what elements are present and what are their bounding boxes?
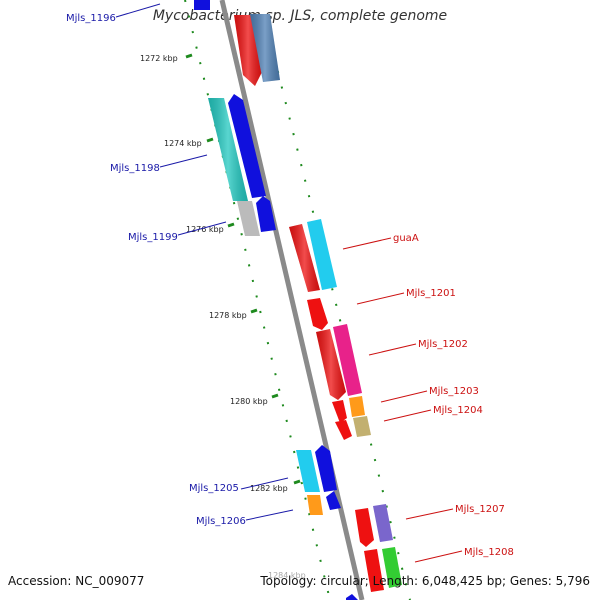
gene-arrow-1203-orange[interactable] [349, 396, 365, 417]
kbp-label-1276: 1276 kbp [186, 225, 224, 234]
gene-label-mjls-1203[interactable]: Mjls_1203 [429, 386, 479, 397]
gene-arrow-1196[interactable] [194, 0, 210, 10]
kbp-label-1278: 1278 kbp [209, 311, 247, 320]
gene-arrow-1207-red[interactable] [355, 508, 374, 547]
gene-arrow-1205-blue[interactable] [315, 445, 337, 492]
gene-arrow-bottom-blue[interactable] [346, 594, 358, 600]
topology-text: Topology: circular; Length: 6,048,425 bp… [260, 574, 590, 588]
genome-backbone [219, 0, 365, 600]
gene-arrow-guaA-cyan[interactable] [307, 219, 337, 290]
gene-label-mjls-1207[interactable]: Mjls_1207 [455, 504, 505, 515]
scale-track-right [269, 39, 411, 600]
gene-arrow-1198-teal[interactable] [208, 98, 248, 201]
gene-arrow-1204-red[interactable] [335, 420, 352, 440]
gene-arrow-guaA-red[interactable] [289, 224, 320, 292]
gene-arrow-1203-red[interactable] [332, 400, 347, 423]
gene-label-mjls-1199[interactable]: Mjls_1199 [128, 232, 178, 243]
gene-arrow-1205-cyan[interactable] [296, 450, 320, 492]
gene-label-mjls-1201[interactable]: Mjls_1201 [406, 288, 456, 299]
kbp-label-1284: 1284 kbp [268, 571, 306, 580]
gene-label-guaa[interactable]: guaA [393, 233, 419, 244]
gene-arrow-1202-pink[interactable] [333, 324, 362, 396]
gene-arrow-1208-red[interactable] [364, 549, 384, 592]
kbp-label-1272: 1272 kbp [140, 54, 178, 63]
left-connectors [115, 3, 294, 521]
gene-label-mjls-1198[interactable]: Mjls_1198 [110, 163, 160, 174]
accession-text: Accession: NC_009077 [8, 574, 145, 588]
gene-label-mjls-1202[interactable]: Mjls_1202 [418, 339, 468, 350]
gene-arrow-1199-blue[interactable] [256, 196, 276, 232]
kbp-label-1274: 1274 kbp [164, 139, 202, 148]
gene-arrow-top-steel[interactable] [250, 14, 280, 82]
gene-arrow-1206-blue[interactable] [326, 491, 341, 510]
kbp-label-1280: 1280 kbp [230, 397, 268, 406]
gene-label-mjls-1205[interactable]: Mjls_1205 [189, 483, 239, 494]
gene-arrow-1208-green[interactable] [382, 547, 402, 588]
gene-label-mjls-1204[interactable]: Mjls_1204 [433, 405, 483, 416]
gene-arrow-1207-violet[interactable] [373, 504, 393, 542]
gene-label-mjls-1208[interactable]: Mjls_1208 [464, 547, 514, 558]
right-connectors [342, 237, 463, 563]
gene-label-mjls-1196[interactable]: Mjls_1196 [66, 13, 116, 24]
gene-arrow-1204-khaki[interactable] [353, 416, 371, 437]
major-ticks [185, 53, 301, 485]
gene-arrow-1199-grey[interactable] [237, 201, 260, 236]
gene-arrow-1198-blue[interactable] [228, 94, 266, 198]
gene-arrow-1201[interactable] [307, 298, 328, 330]
kbp-label-1282: 1282 kbp [250, 484, 288, 493]
gene-label-mjls-1206[interactable]: Mjls_1206 [196, 516, 246, 527]
gene-arrow-1202-red[interactable] [316, 329, 346, 400]
gene-arrow-1206-orange[interactable] [307, 495, 323, 515]
